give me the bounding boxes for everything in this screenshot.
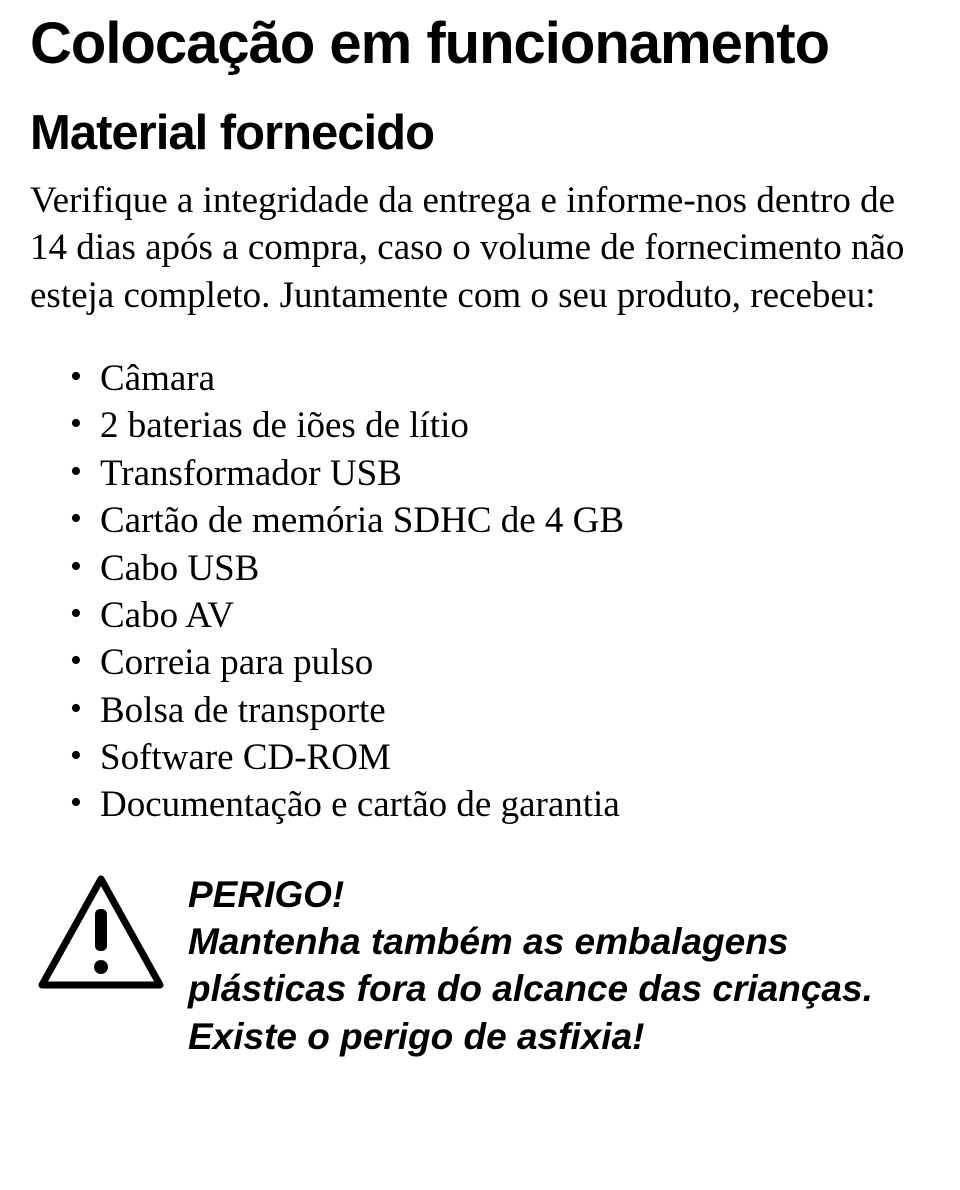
list-item: Câmara (30, 355, 930, 402)
list-item: Correia para pulso (30, 639, 930, 686)
subsection-title: Material fornecido (30, 105, 930, 161)
list-item: Transformador USB (30, 450, 930, 497)
list-item: Software CD-ROM (30, 734, 930, 781)
section-title: Colocação em funcionamento (30, 10, 930, 77)
warning-block: PERIGO! Mantenha também as embalagens pl… (30, 871, 930, 1060)
list-item: Cabo USB (30, 545, 930, 592)
supplied-items-list: Câmara 2 baterias de iões de lítio Trans… (30, 355, 930, 829)
list-item: Documentação e cartão de garantia (30, 781, 930, 828)
list-item: 2 baterias de iões de lítio (30, 402, 930, 449)
warning-label: PERIGO! (188, 871, 930, 918)
warning-body: Mantenha também as embalagens plásticas … (188, 918, 930, 1060)
list-item: Cabo AV (30, 592, 930, 639)
intro-paragraph: Verifique a integridade da entrega e inf… (30, 177, 930, 319)
list-item: Cartão de memória SDHC de 4 GB (30, 497, 930, 544)
warning-triangle-icon (36, 873, 166, 996)
list-item: Bolsa de transporte (30, 687, 930, 734)
